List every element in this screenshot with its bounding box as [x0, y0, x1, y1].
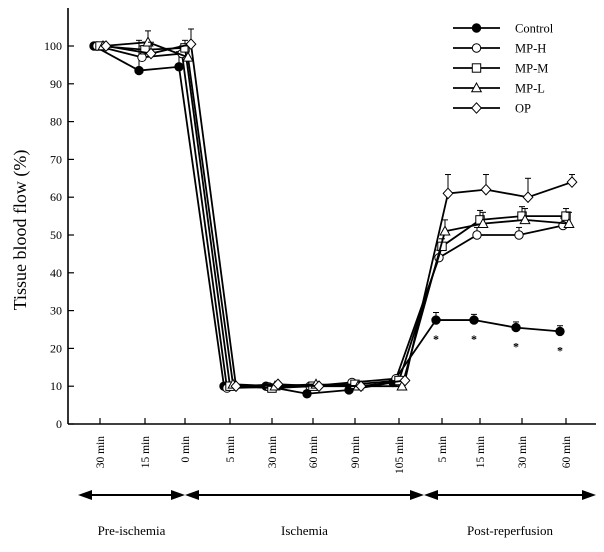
series-line: [99, 45, 566, 389]
marker-filled-circle: [511, 322, 521, 333]
x-tick-label: 15 min: [475, 436, 487, 469]
x-tick-label: 90 min: [350, 436, 362, 469]
arrow-head-left: [185, 490, 199, 500]
series-mp-m: [95, 39, 571, 393]
marker-open-triangle: [439, 225, 451, 236]
marker-open-triangle: [142, 36, 154, 47]
phase-label: Pre-ischemia: [98, 523, 166, 538]
phase-arrows: Pre-ischemia Ischemia Post-reperfusion: [78, 490, 596, 538]
significance-star: *: [471, 332, 477, 346]
y-tick-label: 30: [50, 304, 62, 318]
legend-label: OP: [515, 102, 531, 116]
legend-item-op: OP: [453, 102, 531, 116]
marker-filled-circle: [431, 315, 441, 325]
x-tick-label: 5 min: [437, 436, 449, 463]
legend: Control MP-H MP-M MP-L OP: [453, 22, 554, 116]
marker-open-square: [471, 63, 482, 73]
marker-open-diamond: [355, 380, 367, 393]
marker-open-triangle: [477, 217, 489, 228]
series-op: [100, 28, 578, 393]
y-tick-label: 80: [50, 115, 62, 129]
marker-open-triangle: [182, 51, 194, 62]
marker-open-triangle: [519, 213, 531, 225]
x-tick-label: 30 min: [517, 436, 529, 469]
y-tick-label: 70: [50, 152, 62, 166]
marker-filled-circle: [469, 315, 479, 325]
marker-open-diamond: [399, 374, 411, 387]
marker-open-diamond: [230, 380, 242, 393]
phase-label: Ischemia: [281, 523, 328, 538]
marker-open-circle: [514, 230, 524, 240]
legend-label: MP-L: [515, 82, 545, 96]
legend-item-control: Control: [453, 22, 554, 36]
x-tick-label: 60 min: [561, 436, 573, 469]
legend-label: MP-H: [515, 42, 546, 56]
legend-item-mp-m: MP-M: [453, 62, 548, 76]
series-line: [105, 43, 573, 388]
x-tick-label: 5 min: [225, 436, 237, 463]
marker-open-diamond: [442, 187, 454, 200]
y-tick-label: 60: [50, 190, 62, 204]
series-mp-l: [97, 30, 575, 391]
series-line: [102, 41, 570, 388]
marker-open-diamond: [313, 380, 325, 393]
legend-label: MP-M: [515, 62, 548, 76]
marker-filled-circle: [134, 65, 144, 76]
y-tick-label: 0: [56, 417, 62, 431]
legend-item-mp-h: MP-H: [453, 42, 546, 56]
marker-open-diamond: [471, 102, 482, 114]
x-tick-label: 0 min: [180, 436, 192, 463]
x-tick-label: 105 min: [394, 436, 406, 474]
marker-open-circle: [471, 43, 482, 53]
marker-open-circle: [472, 230, 482, 240]
x-tick-label: 30 min: [95, 436, 107, 469]
phase-pre-ischemia: Pre-ischemia: [78, 490, 185, 538]
significance-star: *: [433, 332, 439, 346]
phase-label: Post-reperfusion: [467, 523, 553, 538]
arrow-head-left: [424, 490, 438, 500]
y-axis-label: Tissue blood flow (%): [10, 150, 31, 311]
series-mp-h: [92, 41, 568, 393]
legend-item-mp-l: MP-L: [453, 82, 545, 96]
phase-ischemia: Ischemia: [185, 490, 424, 538]
x-tick-label: 60 min: [308, 436, 320, 469]
y-tick-label: 100: [44, 39, 62, 53]
series-line: [96, 45, 564, 390]
y-tick-label: 10: [50, 379, 62, 393]
marker-open-diamond: [566, 176, 578, 189]
significance-star: *: [513, 340, 519, 354]
x-tick-label: 15 min: [140, 436, 152, 469]
y-tick-label: 50: [50, 228, 62, 242]
significance-star: *: [557, 343, 563, 357]
marker-open-diamond: [145, 47, 157, 60]
axes: 0 10 20 30 40 50 60 70 80 90 100 30 min 15 min 0 min 5…: [44, 8, 596, 474]
x-tick-label: 30 min: [267, 436, 279, 469]
arrow-head-right: [171, 490, 185, 500]
y-tick-label: 20: [50, 341, 62, 355]
marker-open-diamond: [272, 378, 284, 391]
arrow-head-left: [78, 490, 92, 500]
y-tick-label: 40: [50, 266, 62, 280]
series-layer: * * * *: [89, 28, 578, 399]
marker-filled-circle: [174, 62, 184, 72]
marker-open-triangle: [563, 217, 575, 228]
marker-open-diamond: [480, 183, 492, 196]
phase-post-reperfusion: Post-reperfusion: [424, 490, 596, 538]
marker-filled-circle: [555, 326, 565, 337]
arrow-head-right: [410, 490, 424, 500]
legend-label: Control: [515, 22, 554, 36]
arrow-head-right: [582, 490, 596, 500]
marker-open-triangle: [470, 81, 483, 93]
marker-open-diamond: [100, 40, 112, 52]
marker-open-diamond: [522, 191, 534, 204]
y-tick-label: 90: [50, 77, 62, 91]
marker-filled-circle: [471, 23, 482, 33]
series-line: [93, 45, 561, 395]
marker-open-diamond: [185, 38, 197, 51]
